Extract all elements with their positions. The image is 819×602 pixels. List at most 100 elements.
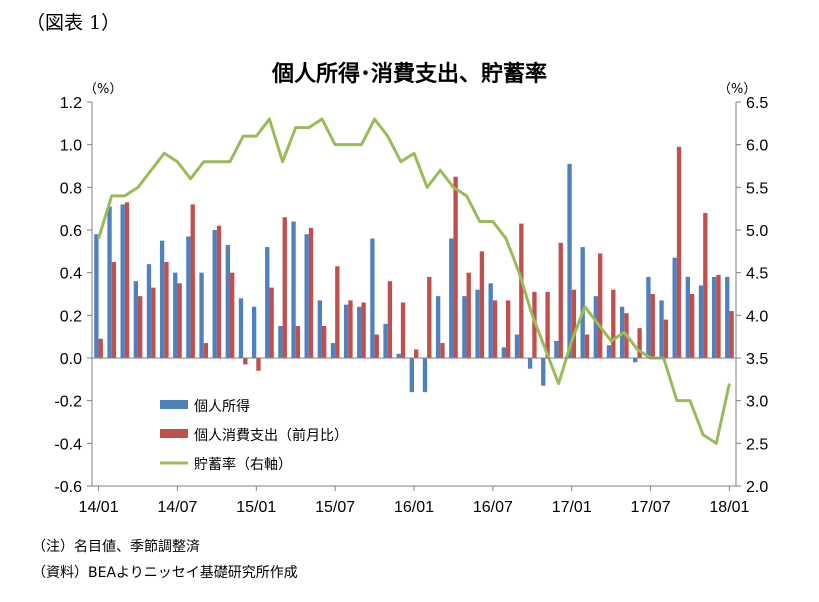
bar-consumption (584, 334, 590, 358)
bar-consumption (374, 334, 379, 358)
bar-personal-income (554, 340, 559, 358)
legend-swatch (160, 400, 188, 409)
y-left-tick-label: 0.6 (60, 223, 82, 240)
bar-personal-income (107, 206, 112, 358)
x-tick-label: 18/01 (709, 499, 749, 516)
bar-personal-income (633, 358, 638, 363)
bar-personal-income (449, 238, 454, 358)
y-left-tick-label: 0.2 (60, 308, 82, 325)
bar-personal-income (159, 240, 165, 358)
bar-consumption (282, 217, 287, 358)
bar-personal-income (396, 353, 401, 358)
bar-consumption (269, 287, 274, 358)
bar-consumption (335, 266, 340, 358)
bar-consumption (650, 294, 655, 358)
bar-personal-income (251, 306, 257, 358)
bar-personal-income (698, 285, 704, 358)
bar-consumption (427, 276, 432, 358)
x-tick-label: 14/07 (157, 499, 197, 516)
bar-consumption (506, 300, 511, 358)
y-left-tick-label: -0.2 (54, 394, 82, 411)
savings-rate-line (97, 117, 731, 445)
bar-personal-income (186, 236, 191, 358)
x-tick-label: 14/01 (79, 499, 119, 516)
bar-consumption (466, 272, 471, 358)
figure-label: （図表 1） (26, 12, 121, 34)
bar-personal-income (567, 163, 572, 358)
bar-consumption (558, 242, 563, 358)
bar-personal-income (527, 358, 533, 369)
y-right-tick-label: 2.5 (746, 436, 768, 453)
bar-consumption (400, 302, 406, 358)
bar-consumption (414, 349, 419, 358)
left-axis-unit: （%） (84, 82, 123, 97)
y-left-ticks: 1.2 1.0 0.8 0.6 0.4 0.2 0.0 -0.2 -0.4 -0.6 (54, 95, 92, 496)
y-left-tick-label: 0.0 (60, 351, 82, 368)
bar-personal-income (291, 221, 296, 358)
bar-personal-income (343, 304, 349, 358)
bar-consumption (361, 302, 366, 358)
bar-personal-income (212, 230, 217, 358)
bar-personal-income (711, 276, 717, 358)
note-data-source: （資料）BEAよりニッセイ基礎研究所作成 (32, 565, 298, 581)
bar-consumption (676, 146, 682, 358)
bar-personal-income (593, 296, 598, 358)
bar-personal-income (462, 296, 467, 358)
bar-personal-income (435, 296, 441, 358)
y-left-tick-label: 0.8 (60, 180, 82, 197)
bar-consumption (348, 300, 353, 358)
bar-personal-income (501, 347, 506, 358)
bar-personal-income (514, 334, 520, 358)
bar-consumption (124, 202, 130, 358)
bar-consumption (690, 294, 695, 358)
bar-personal-income (370, 238, 375, 358)
bar-consumption (637, 328, 642, 358)
bar-consumption (703, 212, 708, 358)
legend-swatch (160, 429, 188, 438)
legend-label: 貯蓄率（右軸） (194, 456, 292, 473)
bar-consumption (177, 283, 182, 358)
x-tick-label: 16/07 (473, 499, 513, 516)
bar-consumption (308, 227, 314, 358)
y-left-tick-label: -0.6 (54, 479, 82, 496)
y-right-tick-label: 5.0 (746, 223, 768, 240)
bar-consumption (479, 251, 485, 358)
bar-personal-income (225, 244, 230, 358)
bar-consumption (387, 281, 393, 358)
bar-consumption (138, 296, 143, 358)
bar-personal-income (357, 306, 362, 358)
x-tick-label: 17/01 (552, 499, 592, 516)
bar-personal-income (725, 276, 730, 358)
bar-consumption (230, 272, 235, 358)
y-left-tick-label: 0.4 (60, 266, 82, 283)
bar-consumption (243, 358, 248, 365)
bar-consumption (98, 338, 103, 358)
y-left-tick-label: 1.2 (60, 95, 82, 112)
bar-personal-income (606, 345, 612, 358)
bar-personal-income (422, 358, 428, 393)
bar-personal-income (659, 300, 664, 358)
bar-consumption (598, 253, 603, 358)
bar-consumption (164, 262, 169, 358)
bar-personal-income (238, 298, 244, 358)
bar-personal-income (304, 234, 309, 358)
x-tick-label: 17/07 (631, 499, 671, 516)
bar-personal-income (265, 247, 270, 358)
bar-consumption (256, 358, 261, 371)
bar-consumption (151, 287, 156, 358)
bars (94, 146, 734, 393)
note-source: （注）名目値、季節調整済 (32, 539, 200, 555)
y-right-tick-label: 4.5 (746, 266, 768, 283)
x-tick-label: 15/07 (315, 499, 355, 516)
bar-consumption (571, 289, 577, 358)
bar-personal-income (330, 343, 336, 358)
bar-personal-income (541, 358, 546, 386)
y-right-ticks: 6.5 6.0 5.5 5.0 4.5 4.0 3.5 3.0 2.5 2.0 (736, 95, 768, 496)
bar-consumption (729, 311, 734, 358)
bar-consumption (716, 274, 721, 358)
bar-personal-income (685, 276, 690, 358)
y-right-tick-label: 6.0 (746, 138, 768, 155)
chart-title: 個人所得･消費支出、貯蓄率 (271, 62, 547, 87)
bar-consumption (453, 176, 458, 358)
bar-personal-income (672, 257, 677, 358)
